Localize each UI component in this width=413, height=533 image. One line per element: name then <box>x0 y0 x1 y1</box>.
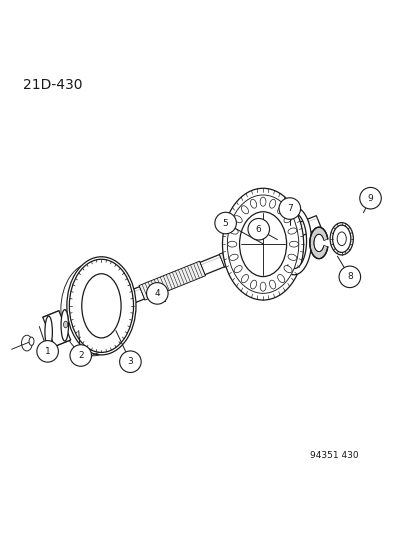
Circle shape <box>338 266 360 288</box>
Ellipse shape <box>69 259 133 352</box>
Ellipse shape <box>283 265 292 273</box>
Circle shape <box>37 341 58 362</box>
Ellipse shape <box>269 280 275 289</box>
Ellipse shape <box>229 254 237 261</box>
Text: 4: 4 <box>154 289 160 298</box>
Ellipse shape <box>332 225 350 253</box>
Circle shape <box>359 188 380 209</box>
Text: 7: 7 <box>286 204 292 213</box>
Ellipse shape <box>29 337 34 345</box>
Ellipse shape <box>227 241 236 247</box>
Text: 1: 1 <box>45 347 50 356</box>
Ellipse shape <box>81 274 121 338</box>
Ellipse shape <box>227 195 298 293</box>
Text: 8: 8 <box>346 272 352 281</box>
Polygon shape <box>309 227 327 259</box>
Ellipse shape <box>233 265 242 273</box>
Ellipse shape <box>277 206 284 214</box>
Text: 6: 6 <box>255 225 261 234</box>
Ellipse shape <box>289 241 298 247</box>
Ellipse shape <box>336 232 345 246</box>
Circle shape <box>70 345 91 366</box>
Circle shape <box>247 219 269 240</box>
Circle shape <box>214 212 236 234</box>
Ellipse shape <box>222 188 303 300</box>
Polygon shape <box>285 207 311 275</box>
Ellipse shape <box>277 274 284 282</box>
Ellipse shape <box>61 263 125 356</box>
Polygon shape <box>43 311 71 346</box>
Polygon shape <box>139 261 205 300</box>
Ellipse shape <box>250 199 256 208</box>
Ellipse shape <box>233 216 242 223</box>
Text: 94351 430: 94351 430 <box>310 451 358 461</box>
Ellipse shape <box>45 316 52 348</box>
Text: 21D-430: 21D-430 <box>23 78 82 92</box>
Ellipse shape <box>63 321 67 328</box>
Ellipse shape <box>239 212 286 277</box>
Ellipse shape <box>329 223 352 255</box>
Ellipse shape <box>287 228 296 234</box>
Ellipse shape <box>269 199 275 208</box>
Ellipse shape <box>229 228 237 234</box>
Text: 9: 9 <box>367 193 373 203</box>
Ellipse shape <box>287 254 296 261</box>
Circle shape <box>146 282 168 304</box>
Circle shape <box>119 351 141 373</box>
Text: 3: 3 <box>127 357 133 366</box>
Ellipse shape <box>283 216 292 223</box>
Ellipse shape <box>241 274 248 282</box>
Ellipse shape <box>259 282 265 291</box>
Polygon shape <box>74 216 320 325</box>
Ellipse shape <box>67 257 135 355</box>
Circle shape <box>278 198 300 219</box>
Text: 5: 5 <box>222 219 228 228</box>
Ellipse shape <box>259 197 265 206</box>
Ellipse shape <box>61 310 68 341</box>
Ellipse shape <box>250 280 256 289</box>
Polygon shape <box>219 227 292 267</box>
Ellipse shape <box>21 335 32 351</box>
Ellipse shape <box>241 206 248 214</box>
Text: 2: 2 <box>78 351 83 360</box>
